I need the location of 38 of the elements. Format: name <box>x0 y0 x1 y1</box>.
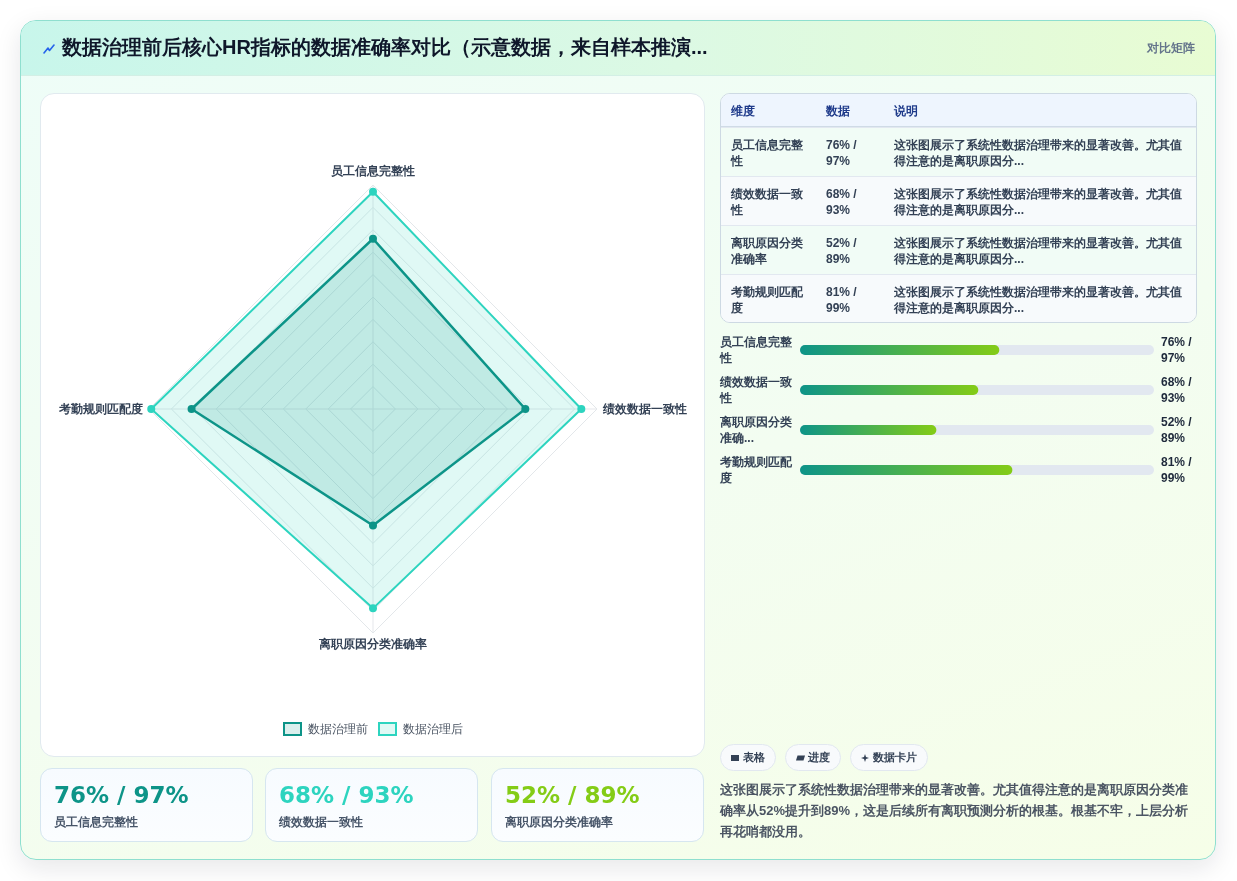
category-label: 员工信息完整性 <box>54 814 138 830</box>
chart-title: 数据治理前后核心HR指标的数据准确率对比（示意数据，来自样本推演... <box>62 35 708 60</box>
text: 68% / 93% <box>826 185 858 218</box>
category-label: 绩效数据一致性 <box>279 814 363 830</box>
text: 这张图展示了系统性数据治理带来的显著改善。尤其值得注意的是离职原因分类准确率从52%提升到89%，这是后续所有离职预测分析的根基。根基不牢，上层分析再花哨都没用。 <box>720 781 1190 841</box>
y-tick-label: 考勤规则匹配度 <box>719 455 793 485</box>
text: 数据 <box>826 102 850 119</box>
text: 52% / 89% <box>826 234 858 267</box>
data-label: 52% / 89% <box>1161 415 1193 445</box>
spoke-label: 离职原因分类准确率 <box>318 637 427 651</box>
y-tick-label: 绩效数据一致性 <box>719 375 792 405</box>
text: 表格 <box>743 750 765 765</box>
text: 52% / 89% <box>505 782 640 808</box>
y-tick-label: 离职原因分类准确... <box>719 415 792 445</box>
text: 离职原因分类准确率 <box>731 234 804 267</box>
text: 进度 <box>808 750 830 765</box>
text: 维度 <box>731 102 755 119</box>
text: 这张图展示了系统性数据治理带来的显著改善。尤其值得注意的是离职原因分... <box>894 185 1183 218</box>
text: 说明 <box>894 102 918 119</box>
text: 这张图展示了系统性数据治理带来的显著改善。尤其值得注意的是离职原因分... <box>894 283 1183 316</box>
spoke-label: 员工信息完整性 <box>331 164 415 178</box>
data-label: 76% / 97% <box>1161 335 1193 365</box>
spoke-label: 考勤规则匹配度 <box>58 402 143 416</box>
category-label: 离职原因分类准确率 <box>505 814 613 830</box>
text: 68% / 93% <box>279 782 414 808</box>
text: 对比矩阵 <box>1147 40 1195 56</box>
text: 81% / 99% <box>826 283 858 316</box>
text: 这张图展示了系统性数据治理带来的显著改善。尤其值得注意的是离职原因分... <box>894 234 1183 267</box>
spoke-label: 绩效数据一致性 <box>602 402 687 416</box>
text: 76% / 97% <box>826 136 858 169</box>
text: 这张图展示了系统性数据治理带来的显著改善。尤其值得注意的是离职原因分... <box>894 136 1183 169</box>
text: 76% / 97% <box>54 782 189 808</box>
data-label: 81% / 99% <box>1161 455 1193 485</box>
data-label: 68% / 93% <box>1161 375 1193 405</box>
legend-label: 数据治理前 <box>308 722 368 736</box>
legend-label: 数据治理后 <box>403 722 463 736</box>
text: 数据卡片 <box>873 750 917 765</box>
y-tick-label: 员工信息完整性 <box>719 335 793 365</box>
